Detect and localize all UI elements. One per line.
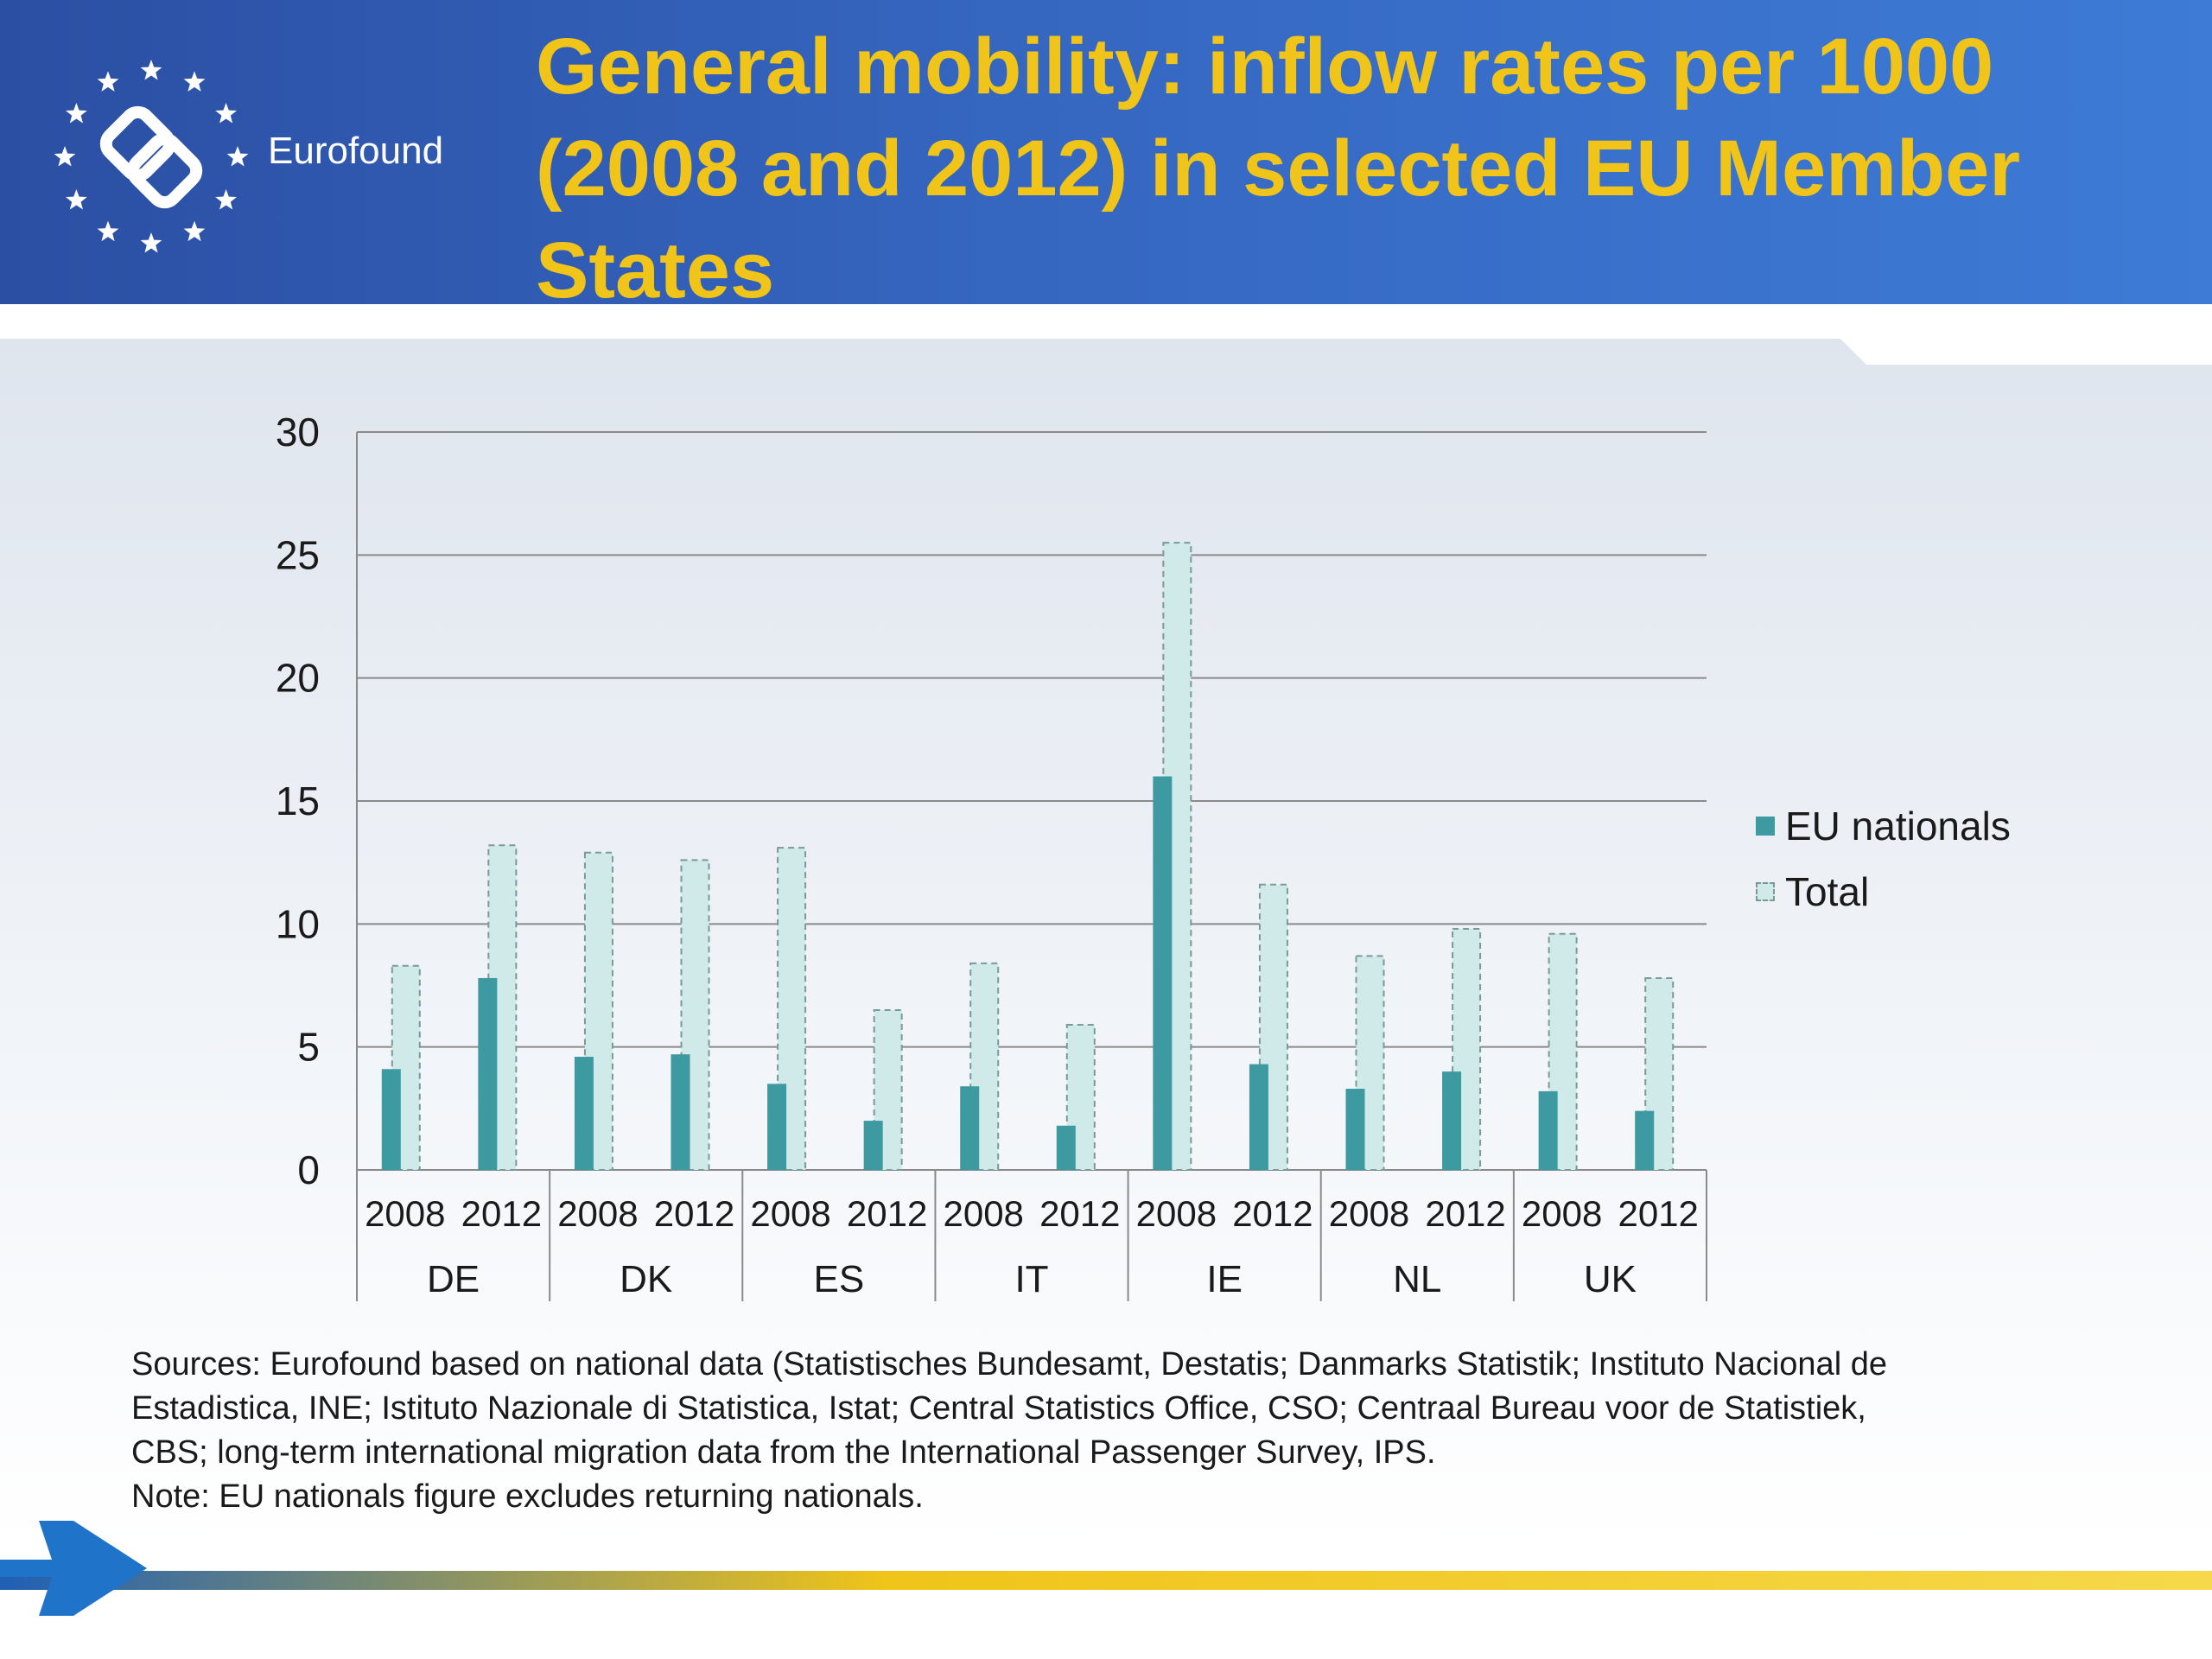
x-tick-label-country: UK — [1584, 1258, 1637, 1300]
logo-star-icon — [140, 232, 162, 253]
x-tick-label-year: 2008 — [943, 1193, 1023, 1234]
x-tick-label-country: NL — [1393, 1258, 1441, 1300]
bar-total — [777, 847, 807, 1171]
bar-eu-nationals — [1153, 776, 1173, 1170]
x-tick-label-country: IE — [1206, 1258, 1243, 1300]
logo-star-icon — [97, 220, 119, 242]
x-tick-label-year: 2008 — [1329, 1193, 1409, 1234]
sources-line: CBS; long-term international migration d… — [131, 1434, 1436, 1471]
x-tick-label-year: 2012 — [1618, 1193, 1698, 1234]
x-tick-label-year: 2012 — [847, 1193, 927, 1234]
y-tick-label: 0 — [297, 1147, 320, 1192]
logo-star-icon — [66, 103, 87, 124]
y-tick-label: 5 — [297, 1025, 320, 1070]
legend-item-eu-nationals: EU nationals — [1756, 793, 2011, 859]
bar-eu-nationals — [767, 1084, 787, 1170]
logo-star-icon — [54, 146, 76, 167]
page-title: General mobility: inflow rates per 1000 … — [536, 22, 2021, 315]
y-tick-label: 30 — [276, 410, 320, 454]
logo-star-icon — [183, 220, 206, 242]
bar-eu-nationals — [863, 1121, 883, 1170]
bar-eu-nationals — [1056, 1125, 1076, 1170]
bar-total — [680, 859, 710, 1171]
bar-eu-nationals — [1249, 1064, 1268, 1170]
header-banner: Eurofound General mobility: inflow rates… — [0, 0, 2212, 315]
x-tick-label-year: 2008 — [1522, 1193, 1602, 1234]
bar-eu-nationals — [671, 1054, 690, 1170]
x-tick-label-year: 2008 — [750, 1193, 830, 1234]
x-tick-label-year: 2012 — [461, 1193, 542, 1234]
bar-eu-nationals — [960, 1086, 980, 1170]
y-tick-label: 20 — [276, 656, 320, 701]
bar-eu-nationals — [381, 1069, 401, 1170]
logo-star-icon — [215, 189, 237, 210]
chart-legend: EU nationals Total — [1756, 793, 2011, 925]
logo-star-icon — [215, 103, 237, 124]
sources-line: Estadistica, INE; Istituto Nazionale di … — [131, 1390, 1866, 1427]
bar-eu-nationals — [478, 977, 498, 1170]
legend-label: Total — [1785, 869, 1870, 914]
sources-note: Sources: Eurofound based on national dat… — [131, 1343, 2119, 1519]
eurofound-logo-icon — [54, 60, 249, 253]
x-tick-label-country: DE — [427, 1258, 480, 1300]
x-tick-label-country: IT — [1014, 1258, 1048, 1300]
legend-swatch-eu-nationals — [1756, 817, 1775, 836]
x-tick-label-year: 2012 — [1425, 1193, 1505, 1234]
x-tick-label-country: ES — [814, 1258, 865, 1300]
logo-star-icon — [140, 60, 162, 80]
legend-swatch-total — [1756, 882, 1775, 901]
footer-stripe — [0, 1571, 2212, 1590]
y-tick-label: 15 — [276, 779, 320, 823]
brand-name: Eurofound — [268, 130, 444, 172]
logo-star-icon — [66, 189, 87, 210]
logo-star-icon — [183, 71, 206, 92]
logo-star-icon — [226, 146, 249, 167]
content-background — [0, 339, 2212, 1548]
legend-label: EU nationals — [1785, 804, 2011, 849]
x-tick-label-year: 2008 — [557, 1193, 638, 1234]
logo-star-icon — [97, 71, 119, 92]
bar-eu-nationals — [1635, 1110, 1655, 1170]
sources-line: Sources: Eurofound based on national dat… — [131, 1346, 1887, 1382]
note-line: Note: EU nationals figure excludes retur… — [131, 1478, 924, 1515]
x-tick-label-year: 2008 — [365, 1193, 445, 1234]
bar-eu-nationals — [1538, 1090, 1558, 1170]
x-tick-label-year: 2008 — [1136, 1193, 1217, 1234]
x-tick-label-country: DK — [620, 1258, 672, 1300]
bar-total — [873, 1008, 903, 1172]
bar-eu-nationals — [574, 1057, 594, 1170]
legend-item-total: Total — [1756, 859, 2011, 925]
bar-total — [1644, 976, 1675, 1171]
y-tick-label: 10 — [276, 901, 320, 946]
x-tick-label-year: 2012 — [654, 1193, 734, 1234]
x-tick-label-year: 2012 — [1039, 1193, 1120, 1234]
x-tick-label-year: 2012 — [1232, 1193, 1313, 1234]
bar-eu-nationals — [1442, 1071, 1462, 1170]
bar-eu-nationals — [1345, 1089, 1365, 1170]
y-tick-label: 25 — [276, 532, 320, 577]
arrow-icon — [0, 1521, 147, 1616]
